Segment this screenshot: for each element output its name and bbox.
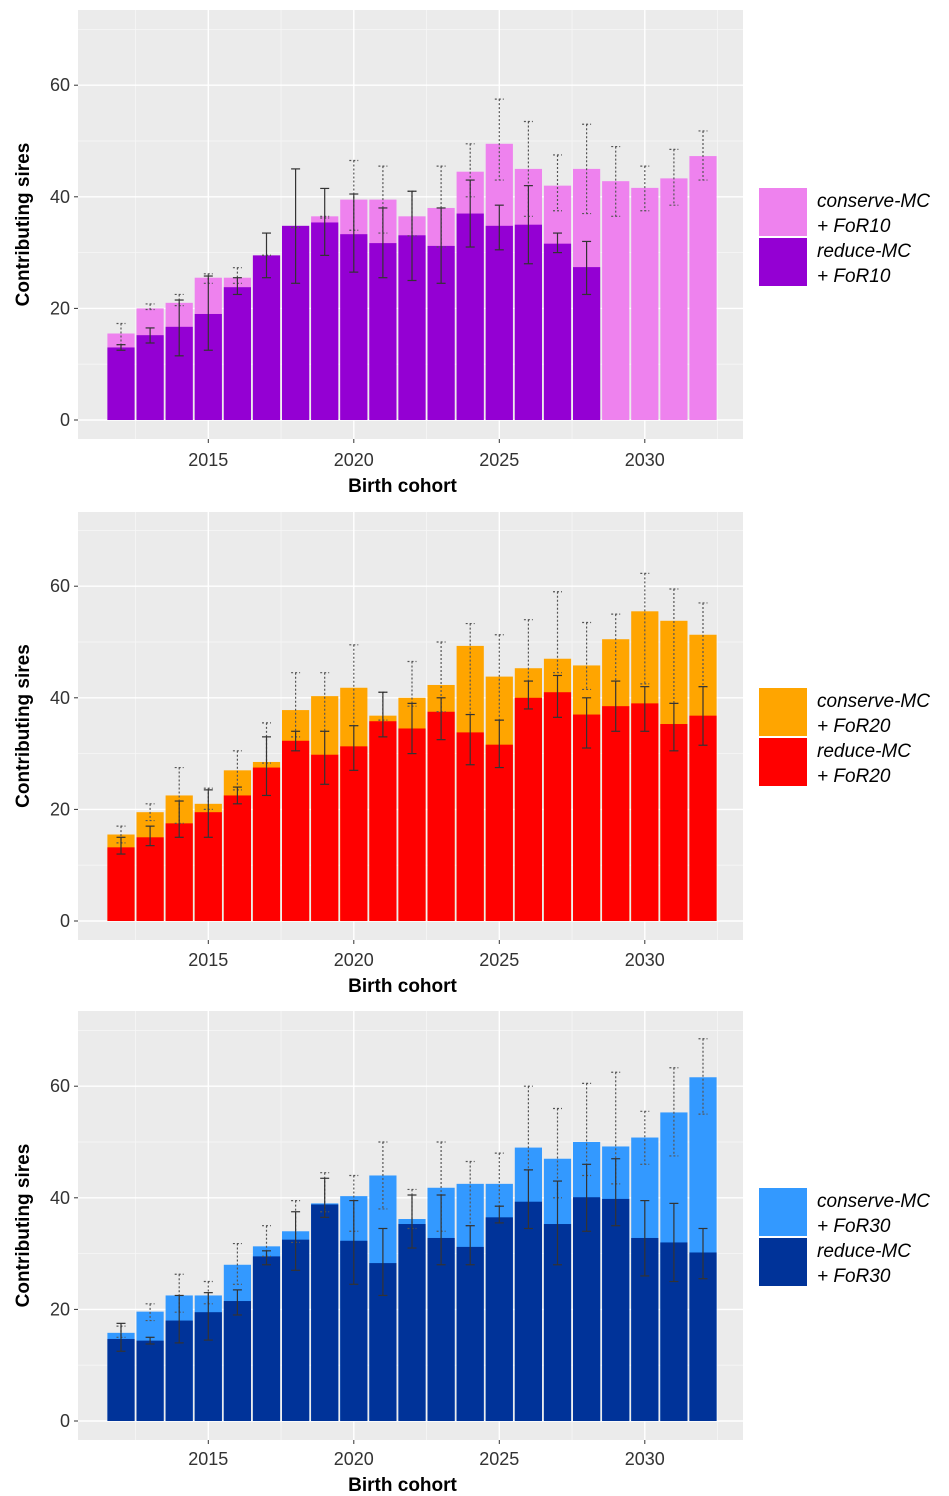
bar-series2 [485, 1217, 513, 1421]
legend-key-series1 [759, 688, 807, 736]
bar-series2 [427, 711, 455, 921]
y-tick-label: 0 [60, 1411, 70, 1431]
chart-panel-2: 0 20 40 60 2015 2020 2025 2030 Birth cohort Contr… [13, 512, 930, 997]
legend-label-series1: + FoR30 [817, 1216, 891, 1237]
legend-label-series1: + FoR10 [817, 216, 891, 237]
legend: conserve-MC + FoR20 reduce-MC + FoR20 [759, 688, 930, 787]
x-tick-label: 2015 [188, 450, 228, 470]
bar-series2 [107, 347, 135, 420]
y-tick-label: 0 [60, 410, 70, 430]
legend-key-series2 [759, 238, 807, 286]
bar-series2 [514, 1201, 542, 1421]
bar-series2 [514, 697, 542, 921]
bar-series2 [223, 795, 251, 921]
bar-series2 [398, 1224, 426, 1421]
legend-label-series1: + FoR20 [817, 716, 891, 737]
bar-series1 [631, 187, 659, 420]
bar-series2 [485, 744, 513, 921]
bar-series2 [223, 287, 251, 420]
y-tick-label: 40 [50, 1188, 70, 1208]
bar-series2 [107, 847, 135, 921]
legend: conserve-MC + FoR10 reduce-MC + FoR10 [759, 188, 930, 287]
bar-series2 [660, 724, 688, 921]
x-axis-title: Birth cohort [348, 476, 457, 497]
x-tick-label: 2030 [625, 1449, 665, 1469]
chart-panel-3: 0 20 40 60 2015 2020 2025 2030 Birth cohort Contr… [13, 1011, 930, 1496]
bar-series2 [602, 706, 630, 921]
bar-series2 [689, 715, 717, 921]
bar-series2 [631, 703, 659, 921]
bar-series2 [573, 1197, 601, 1421]
bar-series2 [543, 692, 572, 921]
y-axis-title: Contributing sires [13, 644, 34, 808]
legend-label-series2: reduce-MC [817, 741, 911, 762]
bar-series2 [543, 243, 572, 420]
x-tick-label: 2025 [479, 1449, 519, 1469]
bar-series1 [660, 178, 688, 420]
chart-panel-1: 0 20 40 60 2015 2020 2025 2030 Birth cohort Contr… [13, 10, 930, 497]
legend: conserve-MC + FoR30 reduce-MC + FoR30 [759, 1188, 930, 1287]
x-tick-label: 2030 [625, 950, 665, 970]
x-tick-label: 2020 [334, 1449, 374, 1469]
bar-series2 [136, 335, 164, 420]
bar-series2 [311, 1204, 339, 1421]
x-tick-label: 2030 [625, 450, 665, 470]
bar-series2 [689, 1252, 717, 1421]
legend-label-series1: conserve-MC [817, 691, 930, 712]
y-tick-label: 60 [50, 75, 70, 95]
legend-label-series1: conserve-MC [817, 191, 930, 212]
bar-series2 [223, 1301, 251, 1421]
x-tick-label: 2015 [188, 1449, 228, 1469]
x-tick-label: 2015 [188, 950, 228, 970]
bar-series2 [107, 1338, 135, 1421]
legend-label-series2: + FoR20 [817, 766, 891, 787]
legend-label-series2: reduce-MC [817, 241, 911, 262]
x-axis-title: Birth cohort [348, 1475, 457, 1496]
legend-key-series2 [759, 738, 807, 786]
y-axis-title: Contributing sires [13, 1144, 34, 1308]
bar-series2 [398, 728, 426, 921]
x-tick-label: 2025 [479, 450, 519, 470]
legend-label-series1: conserve-MC [817, 1191, 930, 1212]
bar-series2 [427, 1237, 455, 1421]
x-tick-label: 2025 [479, 950, 519, 970]
bar-series2 [369, 721, 397, 921]
bar-series1 [602, 181, 630, 420]
bar-series2 [252, 1256, 281, 1421]
legend-key-series1 [759, 188, 807, 236]
legend-key-series1 [759, 1188, 807, 1236]
bar-series2 [165, 823, 193, 921]
bar-series2 [456, 1246, 484, 1421]
y-tick-label: 40 [50, 688, 70, 708]
y-tick-label: 40 [50, 187, 70, 207]
legend-label-series2: reduce-MC [817, 1241, 911, 1262]
legend-key-series2 [759, 1238, 807, 1286]
bar-series2 [282, 740, 310, 921]
y-tick-label: 20 [50, 799, 70, 819]
y-tick-label: 20 [50, 1299, 70, 1319]
bar-series2 [136, 837, 164, 921]
bar-series2 [252, 255, 281, 420]
bar-series2 [573, 714, 601, 921]
legend-label-series2: + FoR10 [817, 266, 891, 287]
x-tick-label: 2020 [334, 950, 374, 970]
y-tick-label: 20 [50, 298, 70, 318]
y-tick-label: 60 [50, 1076, 70, 1096]
x-tick-label: 2020 [334, 450, 374, 470]
y-tick-label: 0 [60, 911, 70, 931]
x-axis-title: Birth cohort [348, 976, 457, 997]
bar-series2 [602, 1198, 630, 1421]
bar-series2 [456, 213, 484, 420]
legend-label-series2: + FoR30 [817, 1266, 891, 1287]
bar-series2 [340, 746, 368, 921]
bar-series1 [689, 156, 717, 421]
y-axis-title: Contributing sires [13, 143, 34, 307]
y-tick-label: 60 [50, 576, 70, 596]
bar-series2 [485, 225, 513, 420]
bar-series2 [136, 1340, 164, 1421]
